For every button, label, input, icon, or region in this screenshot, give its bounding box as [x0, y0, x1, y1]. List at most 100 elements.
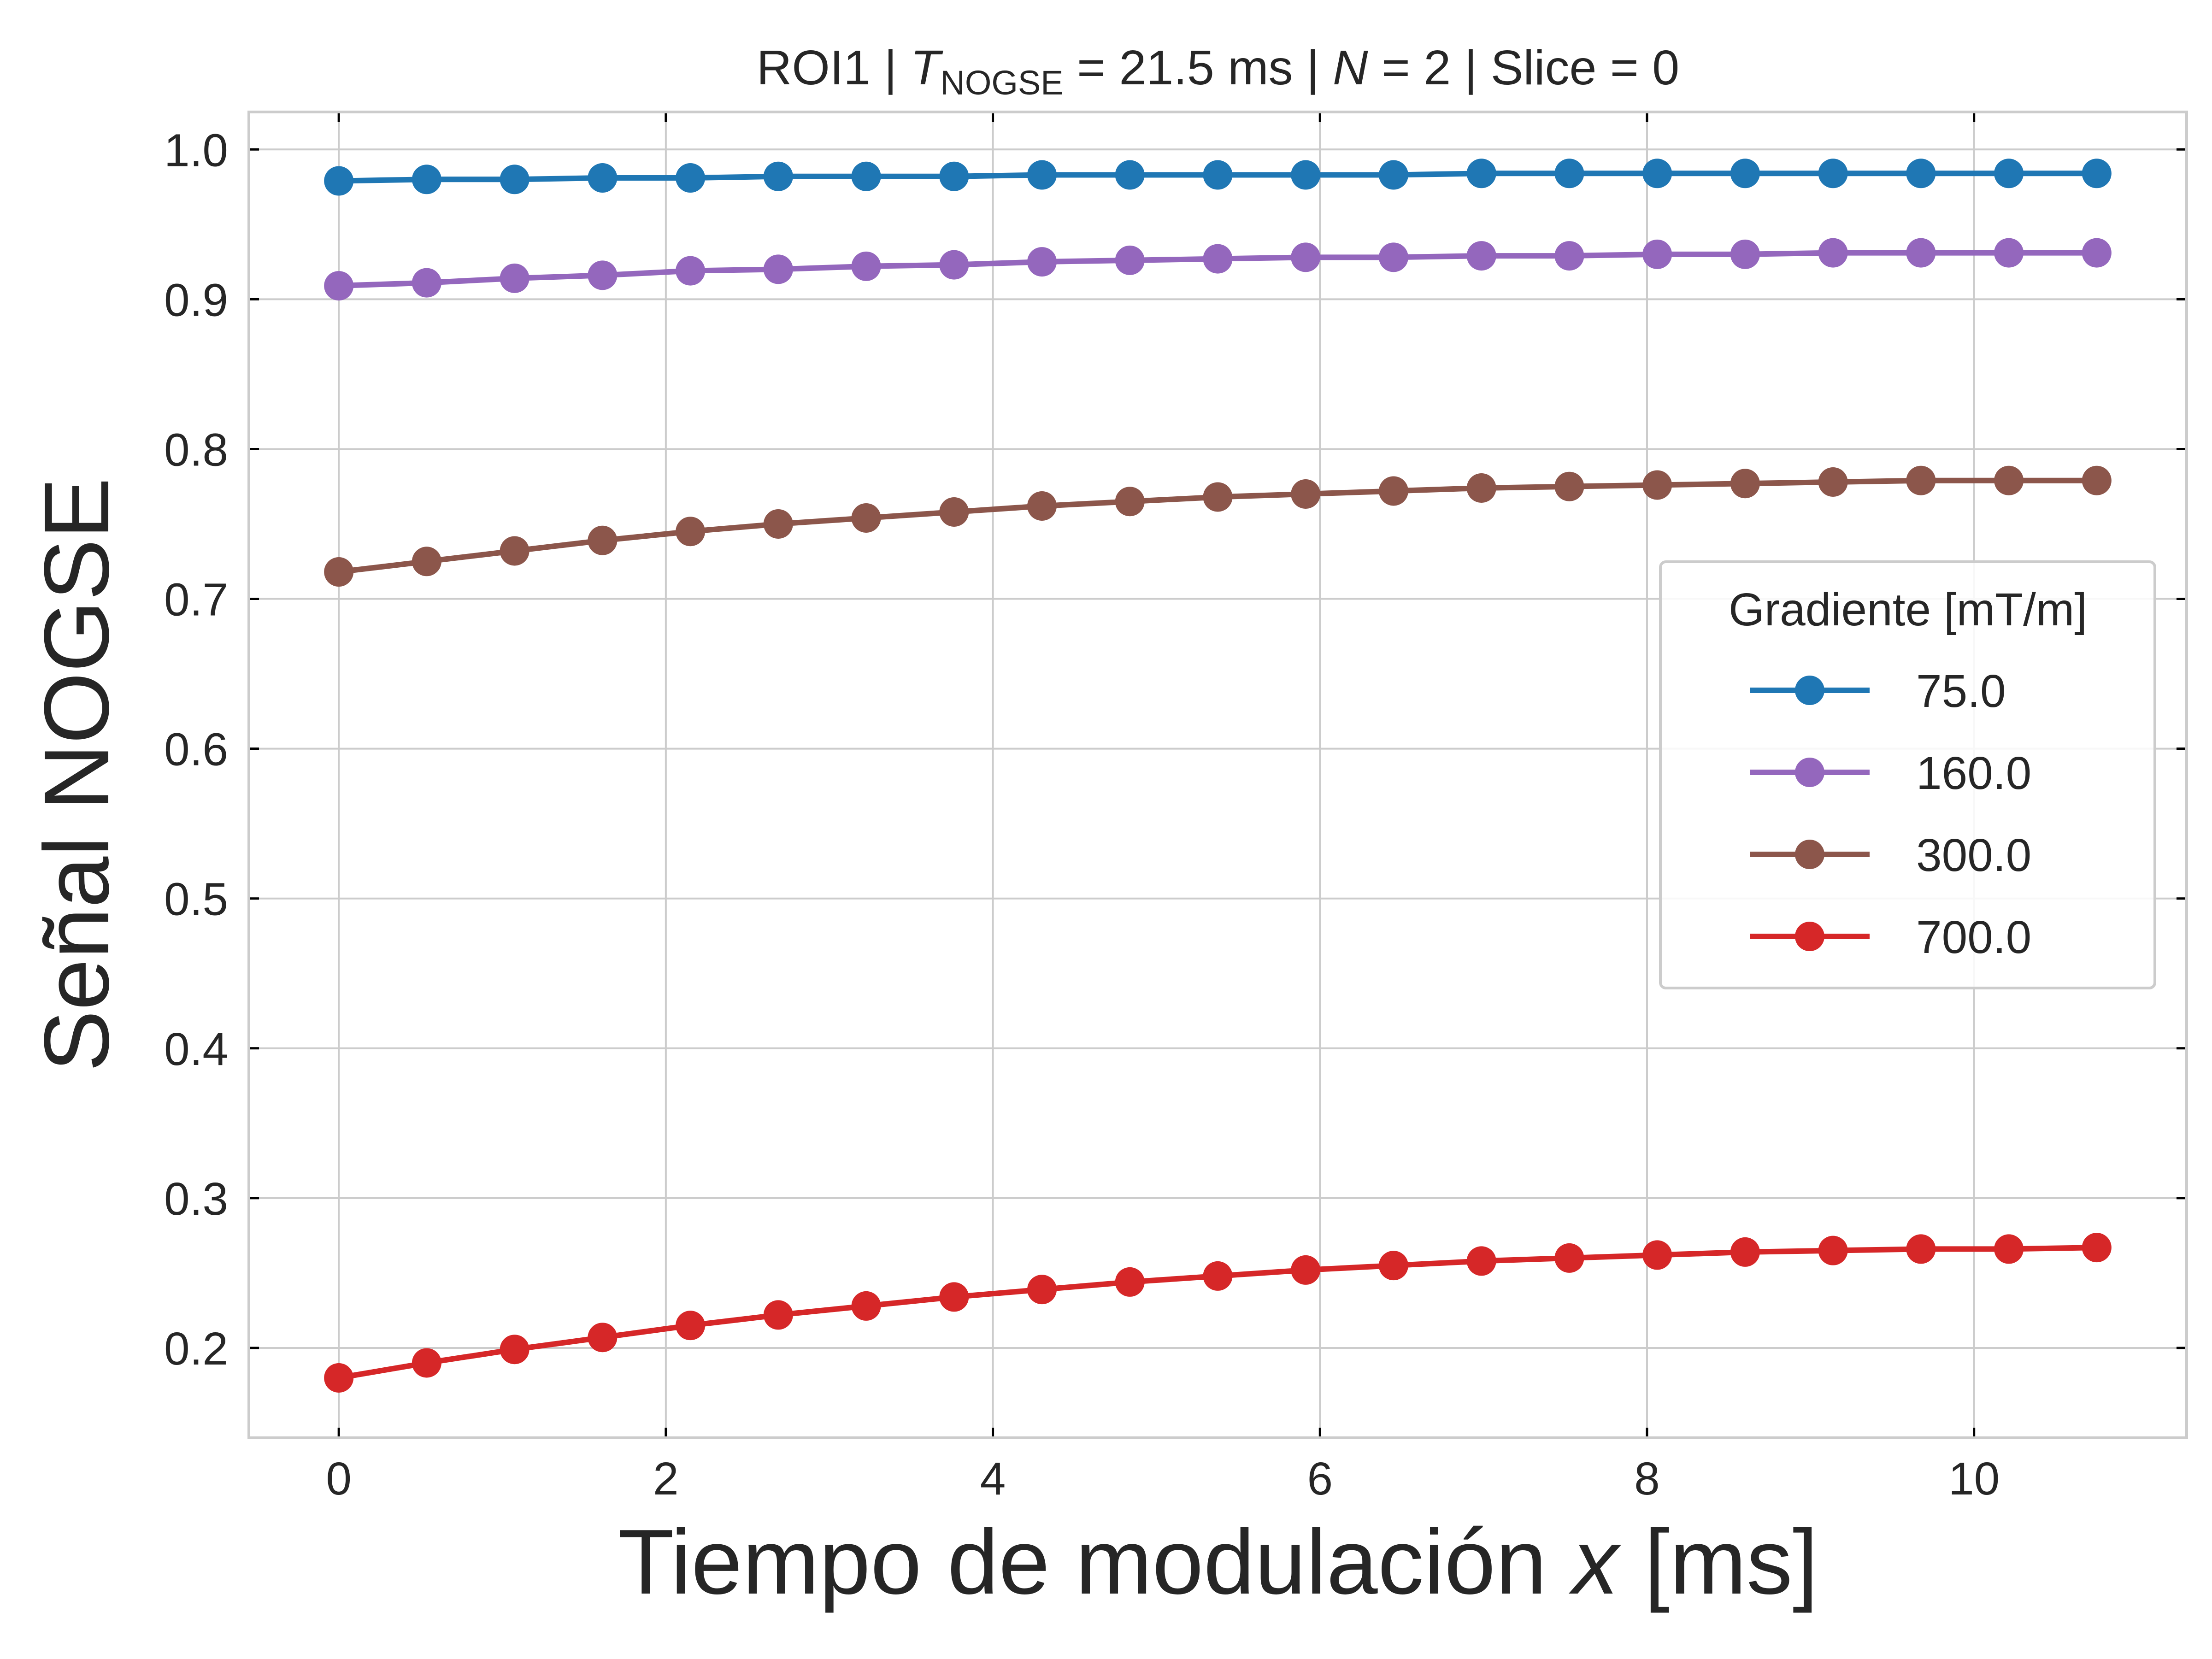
x-axis-label-var: x: [1568, 1511, 1621, 1613]
chart-title-n-symbol: N: [1333, 41, 1368, 95]
legend: Gradiente [mT/m] 75.0 160.0 300.0 700.0: [1659, 560, 2156, 989]
data-point: [588, 1323, 618, 1353]
data-point: [2082, 159, 2112, 188]
data-point: [1115, 245, 1145, 275]
data-point: [1642, 1240, 1672, 1270]
data-point: [1203, 160, 1233, 190]
chart-title-n-value: = 2 | Slice = 0: [1368, 41, 1680, 95]
data-point: [588, 163, 618, 193]
data-point: [412, 165, 441, 194]
data-point: [1994, 159, 2024, 188]
legend-label: 160.0: [1916, 747, 2031, 799]
data-point: [851, 1291, 881, 1321]
data-point: [1203, 1261, 1233, 1291]
data-point: [1027, 247, 1057, 277]
legend-items: 75.0 160.0 300.0 700.0: [1750, 665, 2031, 963]
legend-item: 300.0: [1750, 830, 2031, 881]
data-point: [1818, 1235, 1848, 1265]
data-point: [324, 1363, 354, 1393]
x-tick-label: 0: [326, 1453, 352, 1505]
legend-label: 700.0: [1916, 912, 2031, 963]
data-point: [1115, 1267, 1145, 1297]
data-point: [676, 163, 706, 193]
data-point: [1642, 239, 1672, 269]
x-tick-label: 4: [980, 1453, 1006, 1505]
data-point: [1466, 241, 1496, 271]
series-300.0: [324, 465, 2112, 587]
data-point: [1115, 487, 1145, 517]
y-tick-label: 0.7: [164, 574, 228, 626]
data-point: [500, 263, 529, 293]
x-axis-label-text: Tiempo de modulación: [618, 1511, 1572, 1613]
ticks: 0 2 4 6 8 10 0.2 0.3 0.4 0.5 0.6 0.7 0.8 0.9 1.0: [164, 112, 2187, 1505]
legend-swatch-marker: [1795, 840, 1824, 869]
y-tick-label: 0.2: [164, 1323, 228, 1375]
data-point: [851, 251, 881, 281]
data-point: [1818, 238, 1848, 268]
grid: [249, 112, 2187, 1438]
data-point: [763, 1300, 793, 1330]
data-point: [676, 256, 706, 286]
data-point: [2082, 1233, 2112, 1263]
data-point: [1203, 482, 1233, 512]
legend-label: 75.0: [1916, 665, 2006, 717]
data-point: [1554, 159, 1584, 188]
data-point: [1994, 1234, 2024, 1264]
data-point: [1027, 160, 1057, 190]
data-point: [1378, 476, 1408, 506]
legend-item: 700.0: [1750, 912, 2031, 963]
data-point: [2082, 238, 2112, 268]
data-point: [412, 268, 441, 298]
data-point: [324, 557, 354, 587]
data-point: [1730, 159, 1760, 188]
y-tick-label: 0.9: [164, 274, 228, 326]
data-point: [939, 161, 969, 191]
series-layer: [324, 159, 2112, 1393]
data-point: [1378, 242, 1408, 272]
data-point: [1466, 159, 1496, 188]
data-point: [1730, 1237, 1760, 1267]
data-point: [851, 503, 881, 533]
plot-frame: [247, 111, 2188, 1439]
x-tick-label: 8: [1634, 1453, 1660, 1505]
legend-swatch-marker: [1795, 922, 1824, 951]
legend-swatch-marker: [1795, 758, 1824, 787]
data-point: [1642, 470, 1672, 500]
data-point: [500, 1335, 529, 1365]
data-point: [1027, 1275, 1057, 1305]
chart-title: ROI1 | TNOGSE = 21.5 ms | N = 2 | Slice …: [757, 41, 1679, 102]
y-axis-label: Señal NOGSE: [25, 477, 128, 1071]
x-axis-label-unit: [ms]: [1618, 1511, 1818, 1613]
legend-label: 300.0: [1916, 830, 2031, 881]
legend-frame: [1659, 560, 2156, 989]
data-point: [763, 161, 793, 191]
y-tick-label: 0.8: [164, 424, 228, 476]
chart-title-t-symbol: T: [911, 41, 944, 95]
data-point: [763, 509, 793, 539]
data-point: [1291, 479, 1321, 509]
x-axis-label: Tiempo de modulación x [ms]: [618, 1511, 1818, 1613]
series-75.0: [324, 159, 2112, 196]
data-point: [500, 165, 529, 194]
data-point: [1994, 465, 2024, 495]
data-point: [939, 497, 969, 527]
data-point: [1291, 160, 1321, 190]
legend-item: 160.0: [1750, 747, 2031, 799]
data-point: [851, 161, 881, 191]
data-point: [500, 536, 529, 566]
chart-title-prefix: ROI1 |: [757, 41, 911, 95]
data-point: [1906, 238, 1936, 268]
data-point: [588, 525, 618, 555]
chart-title-t-value: = 21.5 ms |: [1064, 41, 1333, 95]
data-point: [939, 1282, 969, 1312]
data-point: [324, 166, 354, 196]
data-point: [588, 260, 618, 290]
y-tick-label: 0.3: [164, 1173, 228, 1225]
data-point: [1466, 473, 1496, 503]
y-tick-label: 0.4: [164, 1024, 228, 1075]
legend-item: 75.0: [1750, 665, 2006, 717]
series-700.0: [324, 1233, 2112, 1393]
data-point: [1115, 160, 1145, 190]
data-point: [1554, 1243, 1584, 1273]
